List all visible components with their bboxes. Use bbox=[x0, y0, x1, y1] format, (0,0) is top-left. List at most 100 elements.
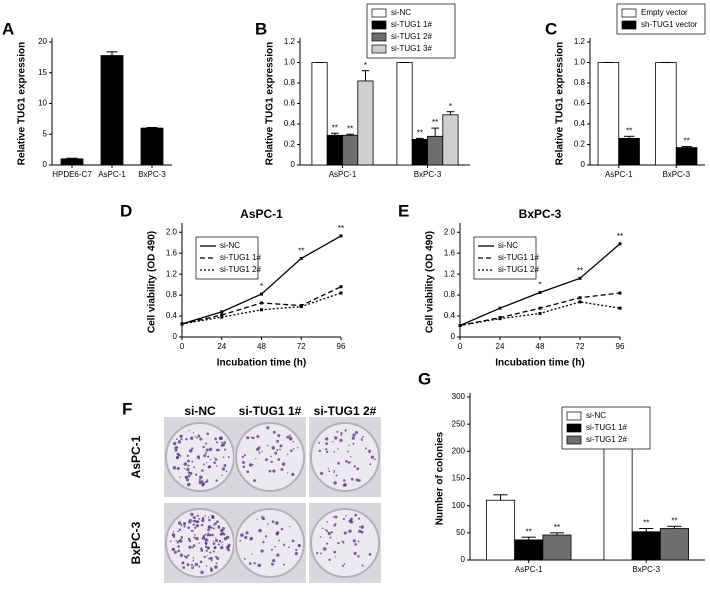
colony bbox=[224, 448, 227, 451]
colony bbox=[204, 533, 207, 536]
error-bar bbox=[106, 51, 118, 56]
colony bbox=[194, 435, 196, 438]
x-tick-label: 24 bbox=[217, 342, 226, 351]
y-tick-label: 1.2 bbox=[284, 37, 296, 46]
colony bbox=[179, 553, 184, 557]
colony bbox=[177, 530, 180, 533]
colony bbox=[357, 555, 360, 558]
colony bbox=[227, 543, 231, 547]
marker bbox=[538, 306, 542, 310]
column-header: si-TUG1 2# bbox=[314, 404, 377, 418]
error-bar bbox=[416, 137, 424, 140]
colony bbox=[211, 559, 213, 562]
colony bbox=[217, 525, 221, 529]
legend-label: si-NC bbox=[391, 8, 411, 17]
colony bbox=[221, 474, 223, 477]
colony bbox=[214, 458, 218, 461]
bar bbox=[514, 539, 544, 561]
colony bbox=[176, 446, 179, 449]
colony bbox=[201, 469, 204, 472]
x-tick-label: 0 bbox=[180, 342, 185, 351]
colony bbox=[227, 456, 230, 458]
colony bbox=[334, 522, 337, 525]
error-bar bbox=[146, 126, 158, 129]
colony bbox=[186, 555, 188, 557]
annotation: ** bbox=[577, 266, 583, 275]
panel-label: C bbox=[545, 19, 557, 38]
colony bbox=[181, 561, 185, 565]
colony bbox=[343, 563, 346, 565]
colony bbox=[205, 539, 208, 542]
colony bbox=[173, 550, 177, 554]
colony bbox=[177, 545, 180, 548]
marker bbox=[220, 315, 224, 319]
colony bbox=[341, 564, 344, 567]
y-tick-label: 1.2 bbox=[166, 269, 178, 278]
colony bbox=[276, 448, 279, 451]
colony bbox=[353, 465, 356, 468]
x-tick-label: 96 bbox=[616, 342, 625, 351]
marker bbox=[618, 242, 622, 246]
colony bbox=[255, 458, 257, 460]
colony bbox=[287, 453, 289, 455]
colony bbox=[329, 536, 332, 539]
colony bbox=[185, 438, 188, 441]
colony bbox=[210, 514, 215, 519]
x-tick-label: BxPC-3 bbox=[662, 170, 690, 179]
marker bbox=[180, 322, 184, 326]
colony bbox=[287, 472, 289, 474]
y-axis-label: Cell viability (OD 490) bbox=[425, 231, 436, 333]
colony bbox=[362, 435, 364, 438]
colony bbox=[180, 524, 183, 527]
significance: ** bbox=[526, 527, 532, 536]
colony bbox=[246, 470, 250, 474]
colony bbox=[192, 523, 195, 526]
panel-label: E bbox=[398, 201, 409, 220]
y-tick-label: 0.8 bbox=[574, 78, 586, 87]
colony bbox=[206, 480, 209, 483]
colony bbox=[205, 565, 208, 567]
legend-swatch bbox=[371, 8, 387, 18]
colony bbox=[257, 446, 261, 450]
colony bbox=[192, 559, 195, 562]
colony bbox=[207, 532, 210, 535]
colony bbox=[198, 480, 202, 485]
y-tick-label: 0 bbox=[451, 332, 456, 341]
x-tick-label: BxPC-3 bbox=[138, 170, 166, 179]
colony bbox=[277, 458, 281, 461]
x-tick-label: 24 bbox=[496, 342, 505, 351]
colony bbox=[190, 436, 194, 440]
plate bbox=[310, 508, 380, 578]
colony bbox=[341, 540, 344, 543]
colony bbox=[253, 479, 256, 482]
marker bbox=[220, 313, 224, 317]
colony bbox=[279, 444, 283, 448]
colony bbox=[175, 456, 179, 460]
x-tick-label: AsPC-1 bbox=[329, 170, 357, 179]
colony bbox=[213, 461, 216, 464]
colony bbox=[176, 466, 180, 471]
bar bbox=[311, 62, 328, 166]
y-tick-label: 100 bbox=[452, 501, 466, 510]
x-tick-label: HPDE6-C7 bbox=[52, 170, 92, 179]
colony bbox=[225, 470, 228, 472]
bar bbox=[486, 499, 516, 561]
colony bbox=[258, 528, 262, 533]
bar bbox=[655, 62, 677, 166]
colony bbox=[360, 438, 364, 441]
colony bbox=[177, 549, 181, 553]
bar bbox=[357, 80, 374, 166]
colony bbox=[261, 450, 263, 453]
colony bbox=[209, 556, 213, 560]
colony bbox=[212, 524, 214, 526]
colony bbox=[214, 565, 218, 569]
y-axis-label: Relative TUG1 expression bbox=[17, 42, 28, 165]
y-tick-label: 10 bbox=[38, 99, 47, 108]
colony bbox=[198, 517, 201, 520]
colony bbox=[191, 529, 194, 532]
x-tick-label: BxPC-3 bbox=[632, 565, 660, 574]
panel-label: G bbox=[418, 369, 431, 388]
marker bbox=[339, 291, 343, 295]
colony bbox=[177, 440, 182, 444]
error-bar bbox=[667, 525, 682, 529]
